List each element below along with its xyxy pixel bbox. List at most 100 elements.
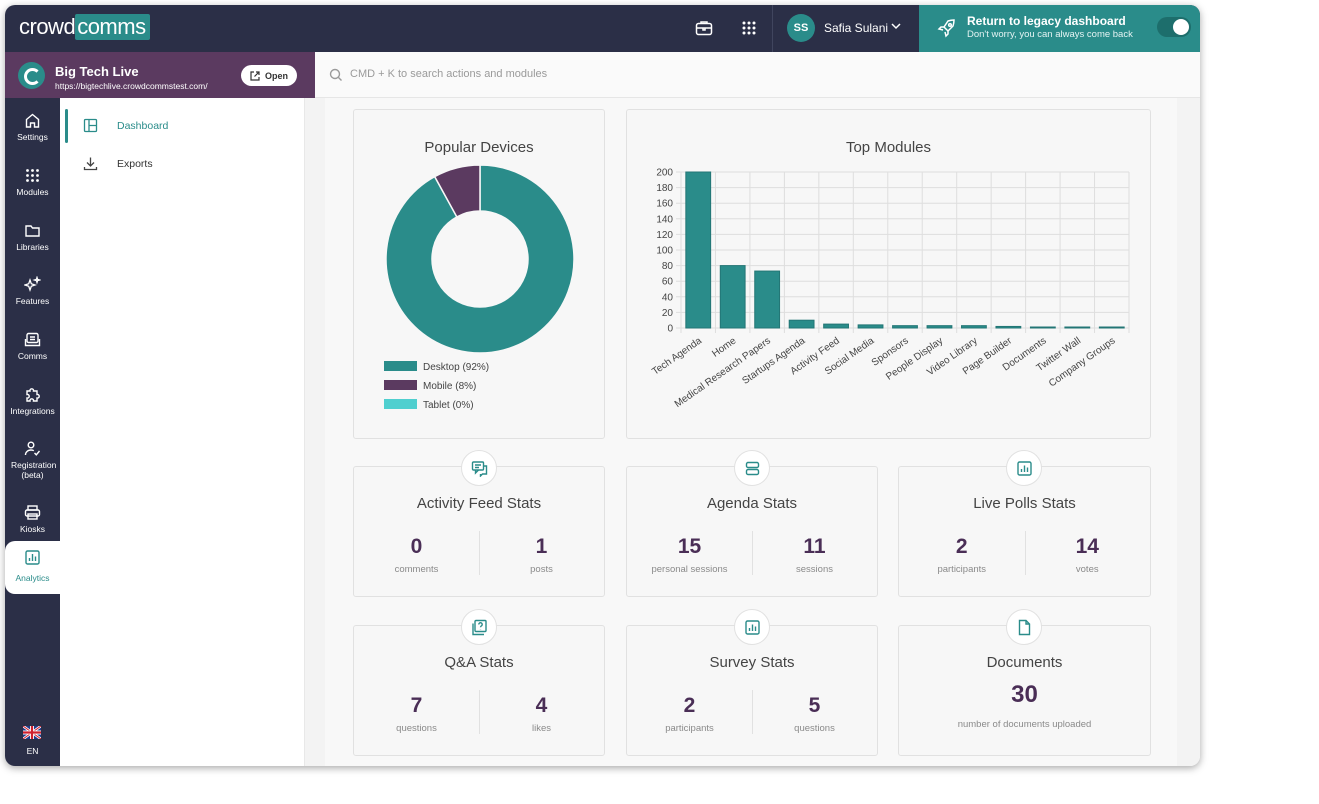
legend-swatch: [384, 361, 417, 371]
uk-flag-icon[interactable]: [23, 726, 41, 739]
briefcase-icon[interactable]: [694, 18, 714, 38]
download-icon: [83, 157, 98, 171]
bar-tech-agenda[interactable]: [685, 171, 712, 329]
poll-participants-label: participants: [937, 564, 987, 575]
crowdcomms-logo[interactable]: crowdcomms: [19, 14, 150, 40]
survey-stats-card: Survey Stats 2 participants 5 questions: [626, 609, 878, 756]
bar-home[interactable]: [719, 265, 746, 329]
bar-twitter-wall[interactable]: [1064, 326, 1091, 329]
comments-label: comments: [394, 564, 439, 575]
chart-title: Popular Devices: [424, 139, 534, 156]
y-tick-label: 80: [662, 261, 674, 272]
sessions-label: sessions: [796, 564, 833, 575]
subnav-label: Exports: [117, 158, 153, 170]
bar-startups-agenda[interactable]: [788, 319, 815, 329]
poll-icon: [1006, 450, 1042, 486]
open-event-button[interactable]: Open: [241, 65, 297, 86]
apps-grid-icon[interactable]: [739, 18, 759, 38]
rail-item-integrations[interactable]: Integrations: [5, 378, 60, 428]
main-area: Popular Devices Desktop (92%) Mobile (8%…: [305, 98, 1200, 766]
question-icon: [461, 609, 497, 645]
stat-divider: [1024, 531, 1026, 575]
rail-label: Libraries: [16, 242, 49, 252]
chart-title: Top Modules: [845, 139, 932, 156]
stat-divider: [479, 690, 480, 734]
command-search-bar[interactable]: CMD + K to search actions and modules: [315, 52, 1200, 98]
home-icon: [25, 113, 40, 128]
bar-activity-feed[interactable]: [823, 323, 849, 329]
bar-sponsors[interactable]: [892, 325, 918, 329]
subnav-item-dashboard[interactable]: Dashboard: [60, 109, 305, 143]
rail-item-registration[interactable]: Registration (beta): [5, 432, 60, 490]
poll-participants-count: 2: [955, 535, 968, 558]
bar-people-display[interactable]: [926, 325, 953, 329]
rail-item-features[interactable]: Features: [5, 268, 60, 318]
top-modules-bar-chart: 0 20 40 60 80 100 120 140 160 180 200 Tech Agenda Ho…: [650, 168, 1130, 410]
sparkle-icon: [24, 276, 41, 292]
legend-desktop[interactable]: Desktop (92%): [384, 361, 489, 373]
legend-label: Desktop (92%): [423, 362, 490, 373]
bar-company-groups[interactable]: [1098, 326, 1125, 329]
y-tick-label: 180: [656, 183, 673, 194]
legacy-toggle[interactable]: [1157, 17, 1191, 37]
left-rail: Settings Modules Libraries Features Comm…: [5, 98, 60, 766]
event-logo: [18, 62, 45, 89]
card-title: Agenda Stats: [706, 495, 798, 512]
stat-divider: [752, 531, 753, 575]
bar-video-library[interactable]: [961, 325, 987, 329]
activity-feed-stats-card: Activity Feed Stats 0 comments 1 posts: [353, 450, 605, 597]
y-tick-label: 160: [656, 199, 673, 210]
donut-slice-mobile[interactable]: [433, 164, 481, 218]
qa-stats-card: Q&A Stats 7 questions 4 likes: [353, 609, 605, 756]
y-tick-label: 200: [656, 168, 673, 179]
rail-item-kiosks[interactable]: Kiosks: [5, 496, 60, 546]
user-avatar[interactable]: SS: [787, 14, 815, 42]
devices-donut-chart: [385, 164, 575, 354]
folder-icon: [25, 225, 40, 237]
legend-swatch: [384, 380, 417, 390]
bar-medical-research-papers[interactable]: [754, 270, 781, 329]
rail-item-modules[interactable]: Modules: [5, 159, 60, 209]
rail-label: Registration (beta): [11, 460, 57, 480]
stat-divider: [479, 531, 480, 575]
external-link-icon: [250, 70, 260, 81]
legend-mobile[interactable]: Mobile (8%): [384, 380, 476, 392]
legend-tablet[interactable]: Tablet (0%): [384, 399, 474, 411]
personal-sessions-count: 15: [677, 535, 702, 558]
rail-item-settings[interactable]: Settings: [5, 104, 60, 154]
legacy-dashboard-banner[interactable]: Return to legacy dashboard Don't worry, …: [919, 5, 1200, 52]
stat-divider: [752, 690, 753, 734]
donut-slice-desktop[interactable]: [385, 164, 575, 354]
bar-documents[interactable]: [1029, 326, 1056, 329]
search-icon: [329, 68, 342, 81]
posts-label: posts: [530, 564, 553, 575]
user-name[interactable]: Safia Sulani: [824, 21, 889, 35]
y-tick-label: 100: [656, 246, 673, 257]
rail-item-comms[interactable]: Comms: [5, 323, 60, 373]
y-tick-label: 0: [667, 324, 673, 335]
rail-item-libraries[interactable]: Libraries: [5, 214, 60, 264]
y-tick-label: 60: [662, 277, 674, 288]
documents-stats-card: Documents 30 number of documents uploade…: [898, 609, 1151, 756]
y-tick-label: 40: [662, 292, 674, 303]
comms-icon: [24, 332, 41, 347]
language-label[interactable]: EN: [26, 746, 39, 756]
survey-questions-count: 5: [808, 694, 821, 717]
legend-label: Tablet (0%): [423, 400, 474, 411]
survey-participants-label: participants: [665, 723, 714, 734]
bar-page-builder[interactable]: [995, 325, 1022, 329]
rail-label: Comms: [17, 351, 48, 361]
bar-social-media[interactable]: [857, 324, 884, 329]
top-bar: crowdcomms SS Safia Sulani Return to leg…: [5, 5, 1200, 52]
user-check-icon: [24, 441, 41, 456]
card-title: Live Polls Stats: [973, 495, 1076, 512]
rail-item-analytics[interactable]: Analytics: [5, 541, 60, 594]
card-title: Q&A Stats: [444, 654, 514, 671]
chevron-down-icon[interactable]: [889, 19, 903, 33]
event-name: Big Tech Live: [55, 64, 139, 79]
top-modules-card: Top Modules 0 20 40 60 80 100 120 140 160 180 200 T…: [626, 109, 1151, 439]
legacy-title: Return to legacy dashboard: [967, 14, 1126, 28]
subnav-item-exports[interactable]: Exports: [60, 147, 305, 181]
rail-label: Features: [15, 296, 50, 306]
survey-participants-count: 2: [683, 694, 696, 717]
